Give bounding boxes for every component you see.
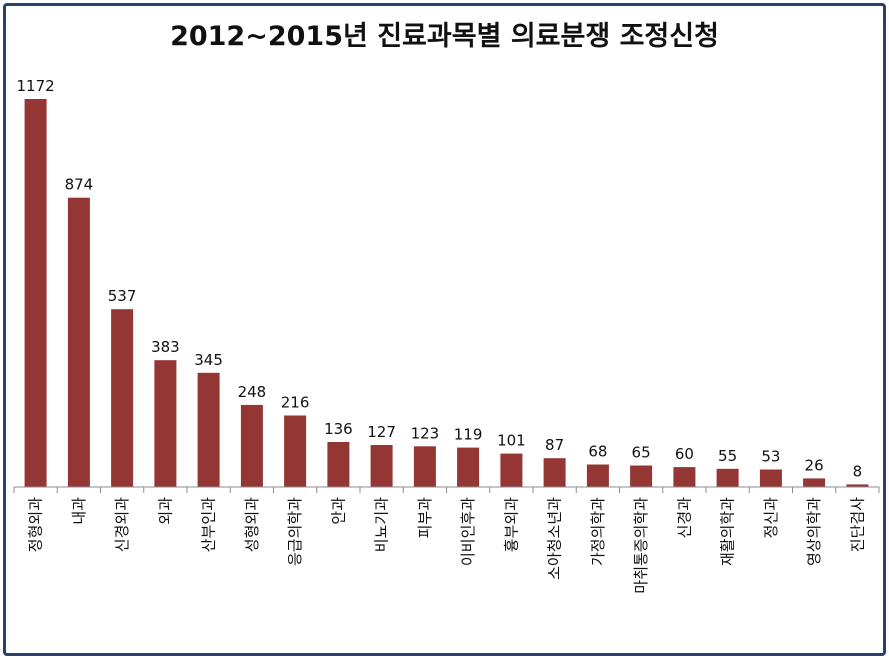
bar-3 (154, 360, 177, 487)
bar-7 (327, 442, 350, 487)
data-label-1: 874 (65, 176, 94, 194)
category-label-12: 소아청소년과 (546, 497, 564, 580)
bar-17 (759, 469, 782, 487)
chart-title: 2012~2015년 진료과목별 의료분쟁 조정신청 (170, 21, 719, 52)
bar-16 (716, 468, 739, 487)
bar-6 (284, 415, 307, 487)
category-label-7: 안과 (329, 497, 347, 525)
data-label-6: 216 (281, 394, 310, 412)
bar-10 (457, 447, 480, 487)
category-label-14: 마취통증의학과 (632, 497, 650, 594)
bar-19 (846, 484, 869, 487)
data-label-2: 537 (108, 287, 137, 305)
data-label-8: 127 (367, 423, 396, 441)
data-label-3: 383 (151, 338, 180, 356)
bar-2 (111, 309, 134, 487)
data-label-16: 55 (718, 447, 737, 465)
category-label-10: 이비인후과 (459, 497, 477, 566)
data-label-10: 119 (454, 426, 483, 444)
category-label-11: 흉부외과 (502, 497, 520, 552)
category-label-1: 내과 (70, 497, 88, 525)
category-label-9: 피부과 (416, 497, 434, 539)
chart-frame (3, 3, 886, 656)
bar-11 (500, 453, 523, 487)
category-label-2: 신경외과 (113, 497, 131, 552)
data-label-9: 123 (411, 424, 440, 442)
bar-5 (240, 404, 263, 487)
bar-9 (413, 446, 436, 487)
bar-4 (197, 372, 220, 487)
data-label-0: 1172 (17, 77, 55, 95)
data-label-17: 53 (761, 448, 780, 466)
bar-8 (370, 445, 393, 487)
category-label-16: 재활의학과 (719, 497, 737, 566)
data-label-13: 68 (588, 443, 607, 461)
category-label-0: 정형외과 (27, 497, 45, 552)
category-label-15: 신경과 (675, 497, 693, 539)
data-label-19: 8 (853, 462, 863, 480)
category-label-19: 진단검사 (848, 497, 866, 552)
category-label-5: 성형외과 (243, 497, 261, 552)
data-label-7: 136 (324, 420, 353, 438)
bar-1 (67, 197, 90, 487)
bar-15 (673, 467, 696, 487)
category-label-6: 응급의학과 (286, 497, 304, 566)
category-label-13: 가정의학과 (589, 497, 607, 566)
bar-14 (630, 465, 653, 487)
bar-13 (586, 464, 609, 487)
data-label-15: 60 (675, 445, 694, 463)
bar-0 (24, 99, 47, 487)
category-label-17: 정신과 (762, 497, 780, 539)
category-label-8: 비뇨기과 (373, 497, 391, 552)
data-label-12: 87 (545, 436, 564, 454)
category-label-4: 산부인과 (200, 497, 218, 552)
bar-12 (543, 458, 566, 487)
data-label-5: 248 (238, 383, 267, 401)
bar-18 (803, 478, 826, 487)
data-label-14: 65 (632, 444, 651, 462)
data-label-18: 26 (805, 456, 824, 474)
category-label-18: 영상의학과 (805, 497, 823, 566)
data-label-11: 101 (497, 432, 526, 450)
data-label-4: 345 (194, 351, 223, 369)
category-label-3: 외과 (156, 497, 174, 525)
